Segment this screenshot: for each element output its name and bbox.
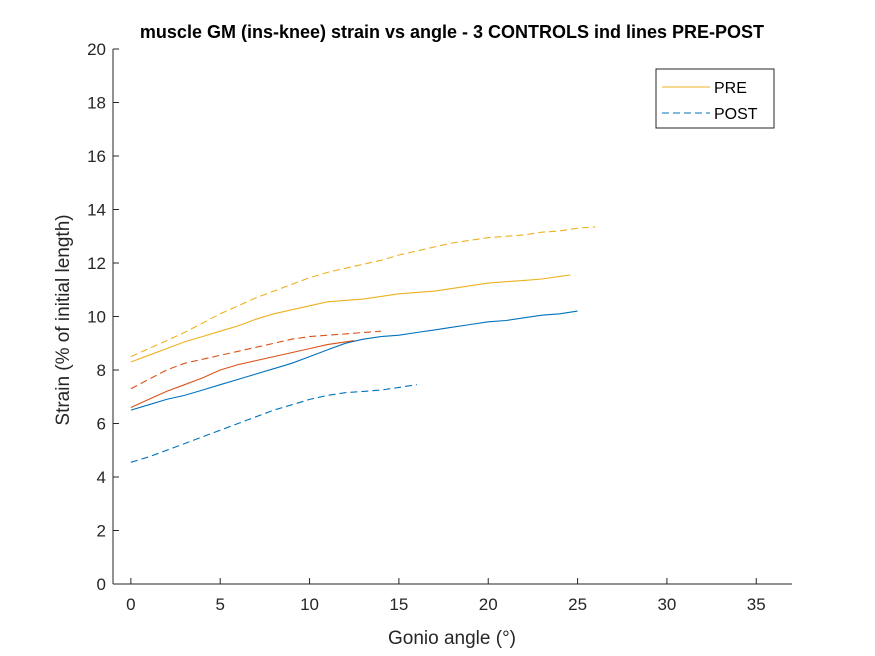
y-tick-label: 14 <box>87 201 106 220</box>
legend-label: POST <box>714 106 758 123</box>
legend-box <box>655 68 775 129</box>
legend-label: PRE <box>714 80 747 97</box>
plot-lines <box>130 226 596 463</box>
x-tick-label: 35 <box>747 595 766 614</box>
series-line-solid <box>130 310 578 411</box>
y-tick-label: 0 <box>97 575 106 594</box>
x-tick-label: 10 <box>300 595 319 614</box>
x-tick-label: 5 <box>215 595 224 614</box>
series-line-dashed <box>130 384 417 463</box>
y-tick-label: 18 <box>87 94 106 113</box>
axes: 0 5 10 15 20 25 30 35 0 2 4 6 8 10 12 14 16 18 20 <box>87 40 792 614</box>
y-tick-label: 6 <box>97 415 106 434</box>
x-tick-label: 15 <box>389 595 408 614</box>
x-tick-label: 0 <box>126 595 135 614</box>
y-tick-label: 8 <box>97 361 106 380</box>
x-axis-label: Gonio angle (°) <box>388 628 516 649</box>
y-tick-label: 20 <box>87 40 106 59</box>
series-line-dashed <box>130 226 596 358</box>
x-tick-label: 20 <box>479 595 498 614</box>
chart-title: muscle GM (ins-knee) strain vs angle - 3… <box>140 22 764 42</box>
series-line-solid <box>130 340 355 409</box>
y-tick-label: 2 <box>97 522 106 541</box>
y-tick-label: 10 <box>87 308 106 327</box>
y-tick-label: 12 <box>87 254 106 273</box>
x-tick-label: 30 <box>657 595 676 614</box>
y-tick-label: 4 <box>97 468 106 487</box>
series-line-dashed <box>130 330 382 390</box>
y-axis-label: Strain (% of initial length) <box>53 214 74 425</box>
x-tick-label: 25 <box>568 595 587 614</box>
legend: PRE POST <box>655 68 775 129</box>
y-tick-label: 16 <box>87 147 106 166</box>
series-line-solid <box>130 274 571 363</box>
